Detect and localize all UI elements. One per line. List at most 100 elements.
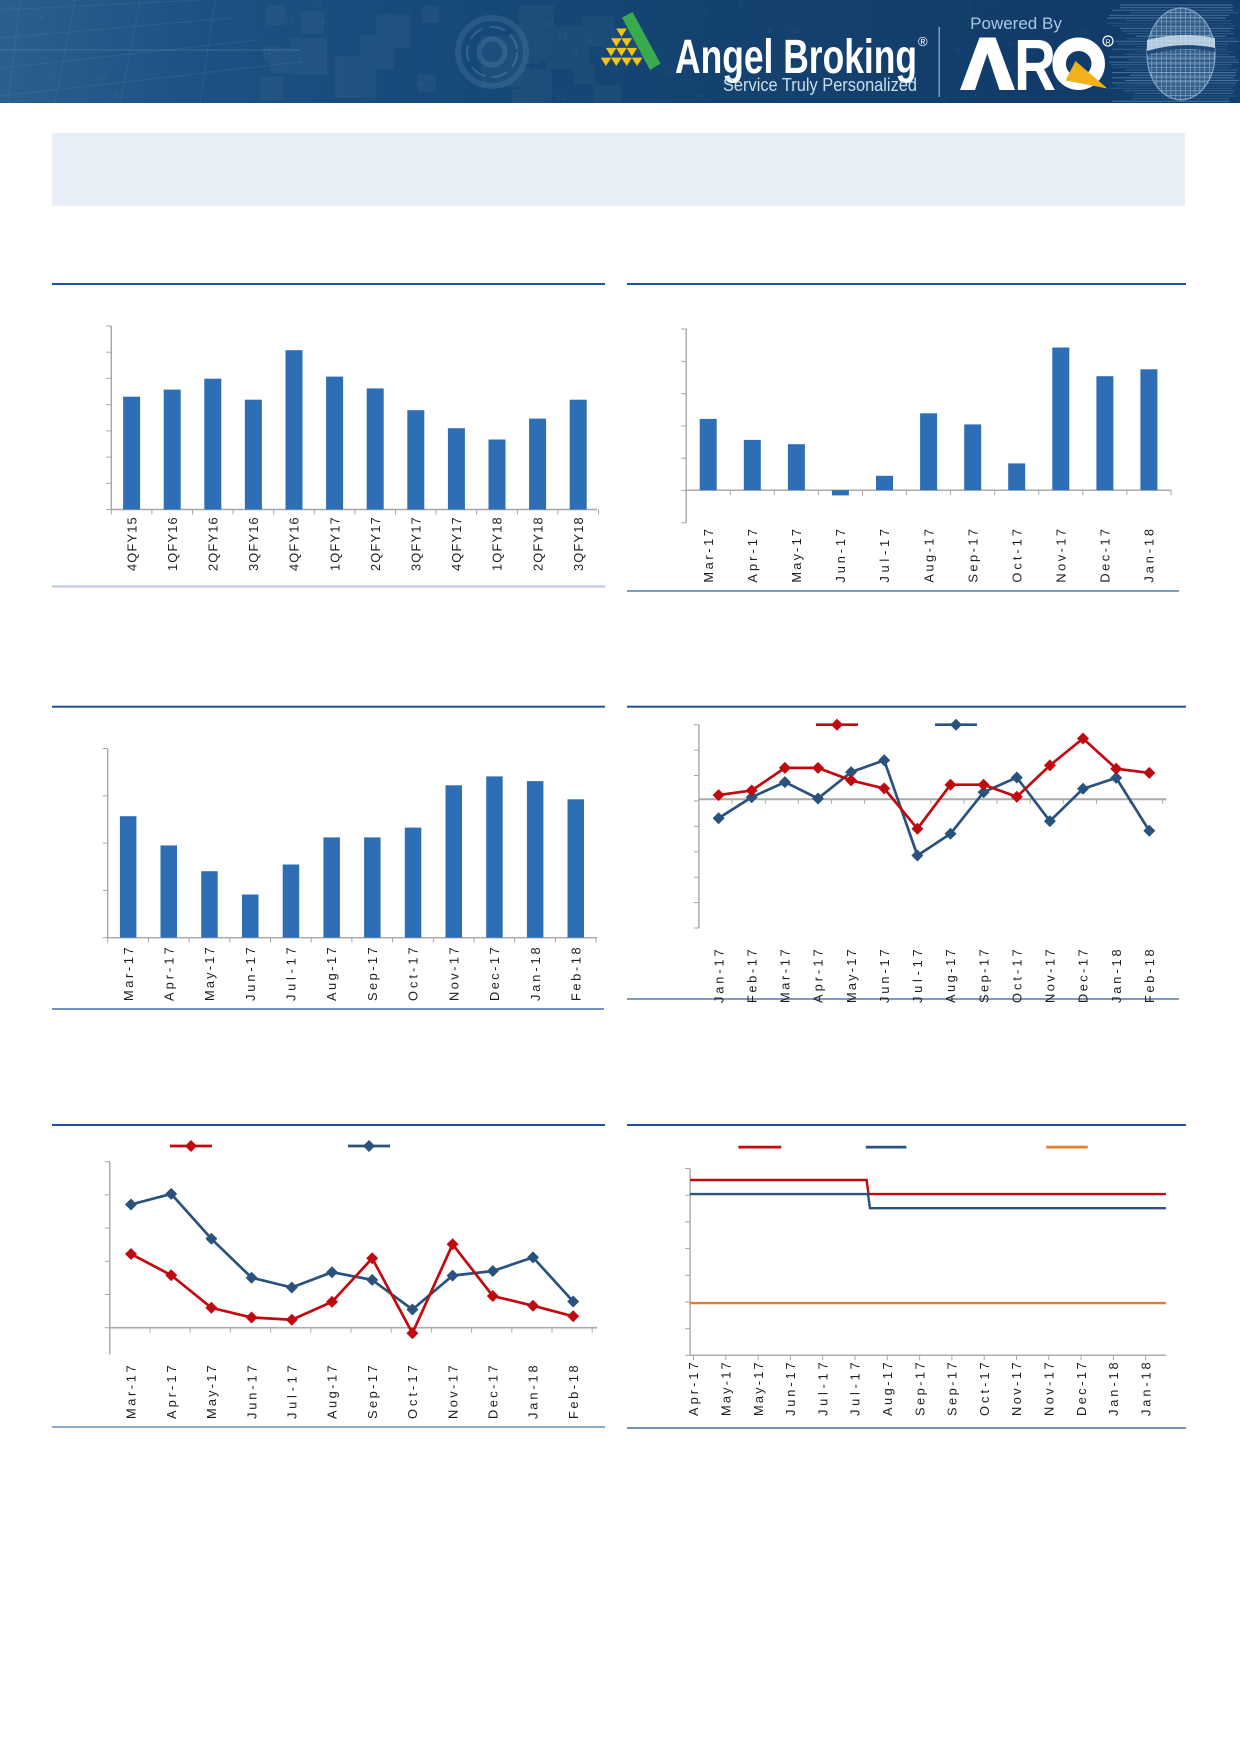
- svg-text:Sep-17: Sep-17: [965, 528, 980, 583]
- svg-text:Jul-17: Jul-17: [910, 948, 925, 1003]
- svg-text:Service Truly Personalized: Service Truly Personalized: [723, 74, 917, 95]
- svg-text:10: 10: [414, 81, 424, 90]
- svg-text:10: 10: [665, 70, 675, 79]
- svg-text:1: 1: [703, 9, 708, 18]
- svg-text:01: 01: [790, 27, 800, 36]
- svg-text:Jun-17: Jun-17: [877, 948, 892, 1003]
- svg-text:Jul-17: Jul-17: [848, 1361, 863, 1416]
- svg-text:Aug-17: Aug-17: [921, 528, 936, 583]
- svg-text:1: 1: [801, 52, 806, 61]
- svg-text:Jul-17: Jul-17: [284, 946, 299, 1001]
- svg-text:4QFY17: 4QFY17: [449, 516, 464, 571]
- svg-text:Oct-17: Oct-17: [1009, 528, 1024, 583]
- svg-text:Nov-17: Nov-17: [446, 946, 461, 1001]
- svg-text:10: 10: [987, 0, 997, 5]
- svg-text:Jan-18: Jan-18: [1138, 1361, 1153, 1416]
- svg-text:Oct-17: Oct-17: [1010, 948, 1025, 1003]
- svg-text:10: 10: [595, 49, 605, 58]
- svg-text:Jun-17: Jun-17: [244, 1364, 259, 1419]
- svg-text:1QFY17: 1QFY17: [327, 516, 342, 571]
- svg-text:01: 01: [47, 72, 57, 81]
- svg-text:01: 01: [558, 33, 568, 42]
- svg-text:Jan-18: Jan-18: [1106, 1361, 1121, 1416]
- svg-text:Nov-17: Nov-17: [1042, 1361, 1057, 1416]
- svg-text:10: 10: [313, 0, 323, 9]
- svg-text:10: 10: [1055, 84, 1065, 93]
- svg-text:10: 10: [72, 0, 82, 4]
- svg-text:Dec-17: Dec-17: [1098, 528, 1113, 583]
- svg-text:Sep-17: Sep-17: [912, 1361, 927, 1416]
- svg-text:Feb-17: Feb-17: [744, 948, 759, 1003]
- svg-text:Apr-17: Apr-17: [164, 1364, 179, 1419]
- svg-text:10: 10: [857, 80, 867, 89]
- svg-text:Dec-17: Dec-17: [487, 946, 502, 1001]
- svg-text:May-17: May-17: [204, 1364, 219, 1419]
- svg-text:May-17: May-17: [789, 528, 804, 583]
- svg-text:01: 01: [696, 93, 706, 102]
- svg-text:R: R: [1014, 26, 1056, 103]
- svg-text:2QFY18: 2QFY18: [530, 516, 545, 571]
- svg-text:4QFY16: 4QFY16: [287, 516, 302, 571]
- svg-text:0: 0: [955, 46, 960, 55]
- svg-text:Feb-18: Feb-18: [569, 946, 584, 1001]
- svg-text:Jun-17: Jun-17: [243, 946, 258, 1001]
- svg-text:Oct-17: Oct-17: [406, 946, 421, 1001]
- svg-text:0: 0: [321, 20, 326, 29]
- svg-text:Sep-17: Sep-17: [945, 1361, 960, 1416]
- svg-text:Jul-17: Jul-17: [815, 1361, 830, 1416]
- svg-text:Apr-17: Apr-17: [686, 1361, 701, 1416]
- svg-text:Jun-17: Jun-17: [783, 1361, 798, 1416]
- svg-text:May-17: May-17: [719, 1361, 734, 1416]
- svg-text:Aug-17: Aug-17: [880, 1361, 895, 1416]
- svg-text:Aug-17: Aug-17: [324, 946, 339, 1001]
- svg-text:Jul-17: Jul-17: [285, 1364, 300, 1419]
- svg-text:Apr-17: Apr-17: [811, 948, 826, 1003]
- svg-text:0: 0: [846, 81, 851, 90]
- svg-text:01: 01: [556, 94, 566, 103]
- svg-text:0: 0: [708, 54, 713, 63]
- svg-text:10: 10: [35, 14, 45, 23]
- svg-text:1QFY18: 1QFY18: [490, 516, 505, 571]
- svg-text:®: ®: [918, 34, 928, 49]
- svg-text:10: 10: [520, 66, 530, 75]
- svg-text:0: 0: [768, 27, 773, 36]
- svg-text:Aug-17: Aug-17: [943, 948, 958, 1003]
- svg-text:Dec-17: Dec-17: [1074, 1361, 1089, 1416]
- svg-text:01: 01: [1030, 38, 1040, 47]
- svg-text:1: 1: [942, 93, 947, 102]
- svg-text:Nov-17: Nov-17: [1043, 948, 1058, 1003]
- svg-text:0: 0: [8, 5, 13, 14]
- svg-text:Jan-18: Jan-18: [1142, 528, 1157, 583]
- svg-text:Jun-17: Jun-17: [833, 528, 848, 583]
- svg-text:10: 10: [285, 17, 295, 26]
- svg-text:4QFY15: 4QFY15: [124, 516, 139, 571]
- svg-text:Jan-17: Jan-17: [711, 948, 726, 1003]
- svg-text:0: 0: [113, 91, 118, 100]
- svg-text:Mar-17: Mar-17: [121, 946, 136, 1001]
- svg-text:R: R: [1105, 38, 1111, 47]
- svg-text:Sep-17: Sep-17: [976, 948, 991, 1003]
- svg-text:Nov-17: Nov-17: [1009, 1361, 1024, 1416]
- svg-text:Jan-18: Jan-18: [528, 946, 543, 1001]
- svg-text:01: 01: [262, 48, 272, 57]
- svg-text:Mar-17: Mar-17: [124, 1364, 139, 1419]
- svg-text:Angel Broking: Angel Broking: [675, 31, 917, 84]
- svg-text:Powered By: Powered By: [970, 14, 1062, 33]
- svg-text:1: 1: [588, 35, 593, 44]
- svg-text:0: 0: [573, 49, 578, 58]
- svg-text:Nov-17: Nov-17: [1054, 528, 1069, 583]
- svg-text:Jul-17: Jul-17: [877, 528, 892, 583]
- svg-text:Sep-17: Sep-17: [365, 1364, 380, 1419]
- svg-text:Aug-17: Aug-17: [325, 1364, 340, 1419]
- svg-text:Nov-17: Nov-17: [445, 1364, 460, 1419]
- svg-text:3QFY18: 3QFY18: [571, 516, 586, 571]
- svg-text:0: 0: [739, 0, 744, 9]
- svg-text:Feb-18: Feb-18: [1142, 948, 1157, 1003]
- svg-text:Sep-17: Sep-17: [365, 946, 380, 1001]
- svg-text:Feb-18: Feb-18: [566, 1364, 581, 1419]
- svg-text:Oct-17: Oct-17: [977, 1361, 992, 1416]
- svg-text:Jan-18: Jan-18: [1109, 948, 1124, 1003]
- svg-text:May-17: May-17: [844, 948, 859, 1003]
- svg-text:2QFY17: 2QFY17: [368, 516, 383, 571]
- svg-text:2QFY16: 2QFY16: [206, 516, 221, 571]
